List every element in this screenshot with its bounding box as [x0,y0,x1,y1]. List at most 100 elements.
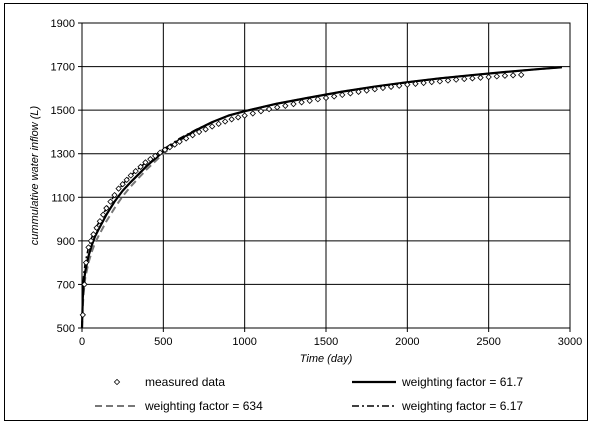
x-tick-label: 2500 [476,336,500,348]
data-point [99,211,107,218]
data-point [182,135,190,142]
x-tick-label: 500 [154,336,172,348]
legend-item: measured data [113,375,225,389]
x-tick-label: 3000 [558,336,582,348]
data-point [322,94,330,102]
data-point [298,99,305,106]
data-point [387,83,395,90]
data-point [234,114,242,121]
data-point [82,259,90,266]
data-point [176,138,183,145]
ticks-layer: 0 500 1000 1500 2000 2500 3000 500 700 900 1100 130… [51,18,583,348]
chart-frame [4,3,588,421]
y-tick-label: 1100 [51,192,75,204]
y-axis-label: cummulative water inflow (L) [29,105,41,245]
data-point [87,237,95,245]
data-point [103,205,110,212]
data-point [171,141,178,148]
x-tick-label: 1000 [232,336,256,348]
data-point [107,198,114,205]
y-tick-label: 1300 [51,149,75,161]
data-point [228,116,235,123]
legend-item: weighting factor = 61.7 [352,375,523,389]
data-point [85,244,92,251]
data-point [152,152,159,160]
data-point [221,118,229,125]
data-point [137,163,144,170]
data-point [477,74,484,81]
data-point [518,71,525,79]
y-tick-label: 700 [57,279,75,291]
data-point [195,128,203,136]
data-point [339,91,346,99]
data-point [215,120,222,128]
x-tick-label: 0 [79,336,85,348]
data-point [79,311,86,319]
data-point [355,88,362,96]
series-measured-data [79,71,525,319]
legend-item: weighting factor = 634 [95,399,263,413]
data-point [485,73,492,81]
data-point [412,80,419,87]
x-axis-label: Time (day) [300,353,353,365]
data-point [461,75,468,83]
data-point [202,126,209,133]
data-point [428,78,435,86]
data-point [282,102,289,109]
data-point [115,185,122,192]
data-point [249,110,256,117]
data-point [452,76,460,83]
data-point [290,100,297,108]
data-point [363,87,370,94]
data-point [274,104,281,111]
data-point [142,159,149,166]
data-point [119,181,126,188]
legend-marker [113,378,121,386]
data-point [241,112,248,119]
legend: measured data weighting factor = 61.7 weig… [95,375,523,413]
y-tick-label: 1500 [51,105,75,117]
data-point [469,75,476,82]
legend-label: measured data [145,375,225,389]
data-point [509,72,517,79]
data-point [501,72,509,79]
data-point [166,144,174,151]
data-point [123,176,130,184]
data-point [347,90,354,97]
data-point [444,77,452,84]
data-point [404,81,411,88]
data-point [90,231,97,238]
legend-item: weighting factor = 6.17 [352,399,523,413]
legend-label: weighting factor = 634 [144,399,263,413]
series-layer [79,66,562,329]
data-point [161,146,169,153]
data-point [493,73,500,80]
data-point [93,224,100,231]
y-tick-label: 1900 [51,18,75,30]
legend-label: weighting factor = 61.7 [401,375,523,389]
y-tick-label: 500 [57,323,75,335]
data-point [127,172,134,179]
data-point [420,79,427,87]
data-point [257,108,265,115]
data-point [156,149,164,156]
data-point [208,123,216,130]
y-tick-label: 1700 [51,62,75,74]
data-point [330,93,338,100]
data-point [371,86,378,93]
data-point [81,281,88,288]
y-tick-label: 900 [57,236,75,248]
data-point [314,96,322,103]
data-point [132,167,139,175]
data-point [111,191,118,199]
x-tick-label: 2000 [395,336,419,348]
data-point [265,105,273,113]
data-point [96,218,104,225]
data-point [436,78,444,85]
x-tick-label: 1500 [314,336,338,348]
data-point [147,155,154,163]
data-point [379,84,387,92]
data-point [189,132,196,139]
